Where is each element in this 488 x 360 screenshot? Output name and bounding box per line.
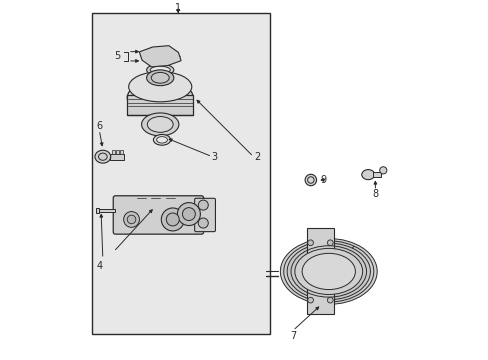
Ellipse shape [307,240,313,246]
Ellipse shape [379,167,386,174]
Ellipse shape [127,80,193,115]
Ellipse shape [150,66,170,73]
Bar [127,95,193,116]
FancyBboxPatch shape [194,198,215,231]
Text: 9: 9 [320,175,326,185]
Bar [372,172,381,177]
Text: 2: 2 [253,152,260,162]
Ellipse shape [99,153,107,160]
Ellipse shape [305,174,316,186]
Ellipse shape [123,212,139,227]
Ellipse shape [198,218,208,228]
Text: 6: 6 [96,121,102,131]
Ellipse shape [156,136,167,143]
Ellipse shape [166,213,179,226]
Ellipse shape [327,297,332,303]
Ellipse shape [294,248,362,294]
Ellipse shape [327,260,332,265]
Ellipse shape [177,203,200,226]
Ellipse shape [147,117,173,132]
Text: 1: 1 [175,3,181,13]
Ellipse shape [361,170,374,180]
Ellipse shape [327,278,332,283]
Text: 3: 3 [210,152,217,162]
Bar [96,209,115,212]
Ellipse shape [280,239,376,304]
Ellipse shape [182,208,195,221]
Ellipse shape [142,113,179,136]
Ellipse shape [327,240,332,246]
Ellipse shape [146,64,174,76]
Ellipse shape [153,134,170,145]
FancyBboxPatch shape [113,196,203,234]
Text: 4: 4 [96,261,102,271]
Ellipse shape [286,243,369,300]
Ellipse shape [146,70,174,86]
Ellipse shape [307,278,313,283]
Ellipse shape [302,253,355,289]
Bar [120,149,123,154]
Bar [304,274,333,279]
Ellipse shape [95,150,110,163]
Ellipse shape [127,215,136,224]
Text: 5: 5 [114,51,120,61]
Ellipse shape [307,297,313,303]
Polygon shape [139,46,181,67]
Bar [110,154,124,159]
Ellipse shape [307,177,313,183]
Bar [96,208,99,213]
Bar [112,149,115,154]
Ellipse shape [128,72,191,102]
Bar [92,13,269,334]
Ellipse shape [161,208,184,231]
Ellipse shape [151,72,169,83]
Bar [116,149,119,154]
Text: 8: 8 [371,189,378,199]
Text: 7: 7 [289,331,295,341]
Ellipse shape [198,200,208,210]
Bar [306,228,333,315]
Ellipse shape [307,260,313,265]
